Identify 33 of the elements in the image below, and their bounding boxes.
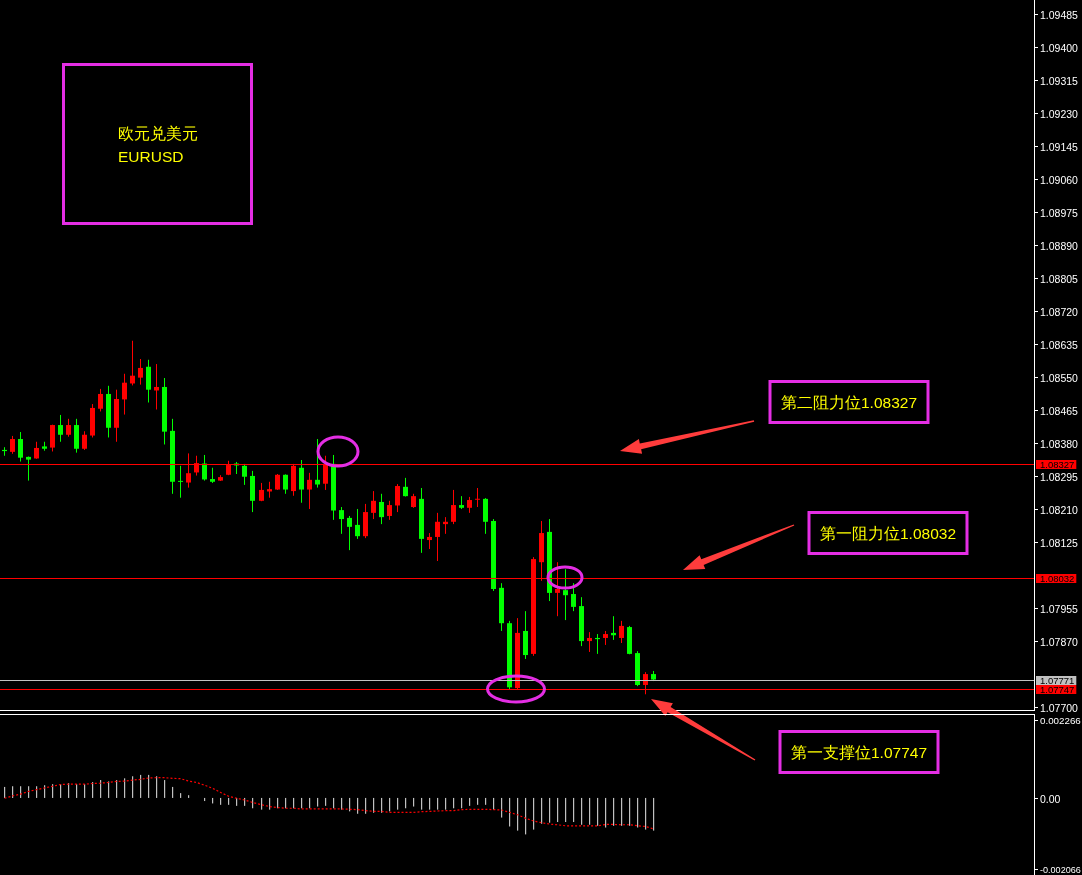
y-tick-label: 1.08295 <box>1040 470 1079 483</box>
text: EURUSD <box>118 147 184 165</box>
y-tick-label: 1.08635 <box>1040 338 1079 351</box>
annotation: 第一阻力位1.08032 <box>820 524 957 542</box>
y-tick-label: 1.07870 <box>1040 635 1079 648</box>
line-series <box>3 777 655 830</box>
y-tick-label: 1.07700 <box>1040 701 1079 714</box>
y-tick-label: 1.08380 <box>1040 437 1079 450</box>
ref-line-label: 1.07771 <box>1040 675 1075 686</box>
annotation: 第一支撑位1.07747 <box>791 743 928 761</box>
ref-line-label: 1.08327 <box>1040 459 1075 470</box>
y-tick-label: 0.00 <box>1040 792 1061 805</box>
y-tick-label: -0.002066 <box>1040 864 1081 875</box>
y-tick-label: 1.09485 <box>1040 8 1079 21</box>
annotation: 第二阻力位1.08327 <box>781 393 918 411</box>
y-tick-label: 1.08465 <box>1040 404 1079 417</box>
text: 欧元兑美元 <box>118 124 198 142</box>
y-tick-label: 0.002266 <box>1040 715 1082 726</box>
y-tick-label: 1.08210 <box>1040 503 1079 516</box>
y-tick-label: 1.08125 <box>1040 536 1079 549</box>
y-tick-label: 1.09315 <box>1040 74 1079 87</box>
y-tick-label: 1.09230 <box>1040 107 1079 120</box>
y-tick-label: 1.09060 <box>1040 173 1079 186</box>
y-tick-label: 1.08975 <box>1040 206 1079 219</box>
y-tick-label: 1.09145 <box>1040 140 1079 153</box>
ref-line-label: 1.07747 <box>1040 684 1075 695</box>
y-tick-label: 1.09400 <box>1040 41 1079 54</box>
y-tick-label: 1.08805 <box>1040 272 1079 285</box>
ref-line-label: 1.08032 <box>1040 573 1075 584</box>
y-tick-label: 1.08550 <box>1040 371 1079 384</box>
y-tick-label: 1.07955 <box>1040 602 1079 615</box>
y-tick-label: 1.08720 <box>1040 305 1079 318</box>
y-tick-label: 1.08890 <box>1040 239 1079 252</box>
